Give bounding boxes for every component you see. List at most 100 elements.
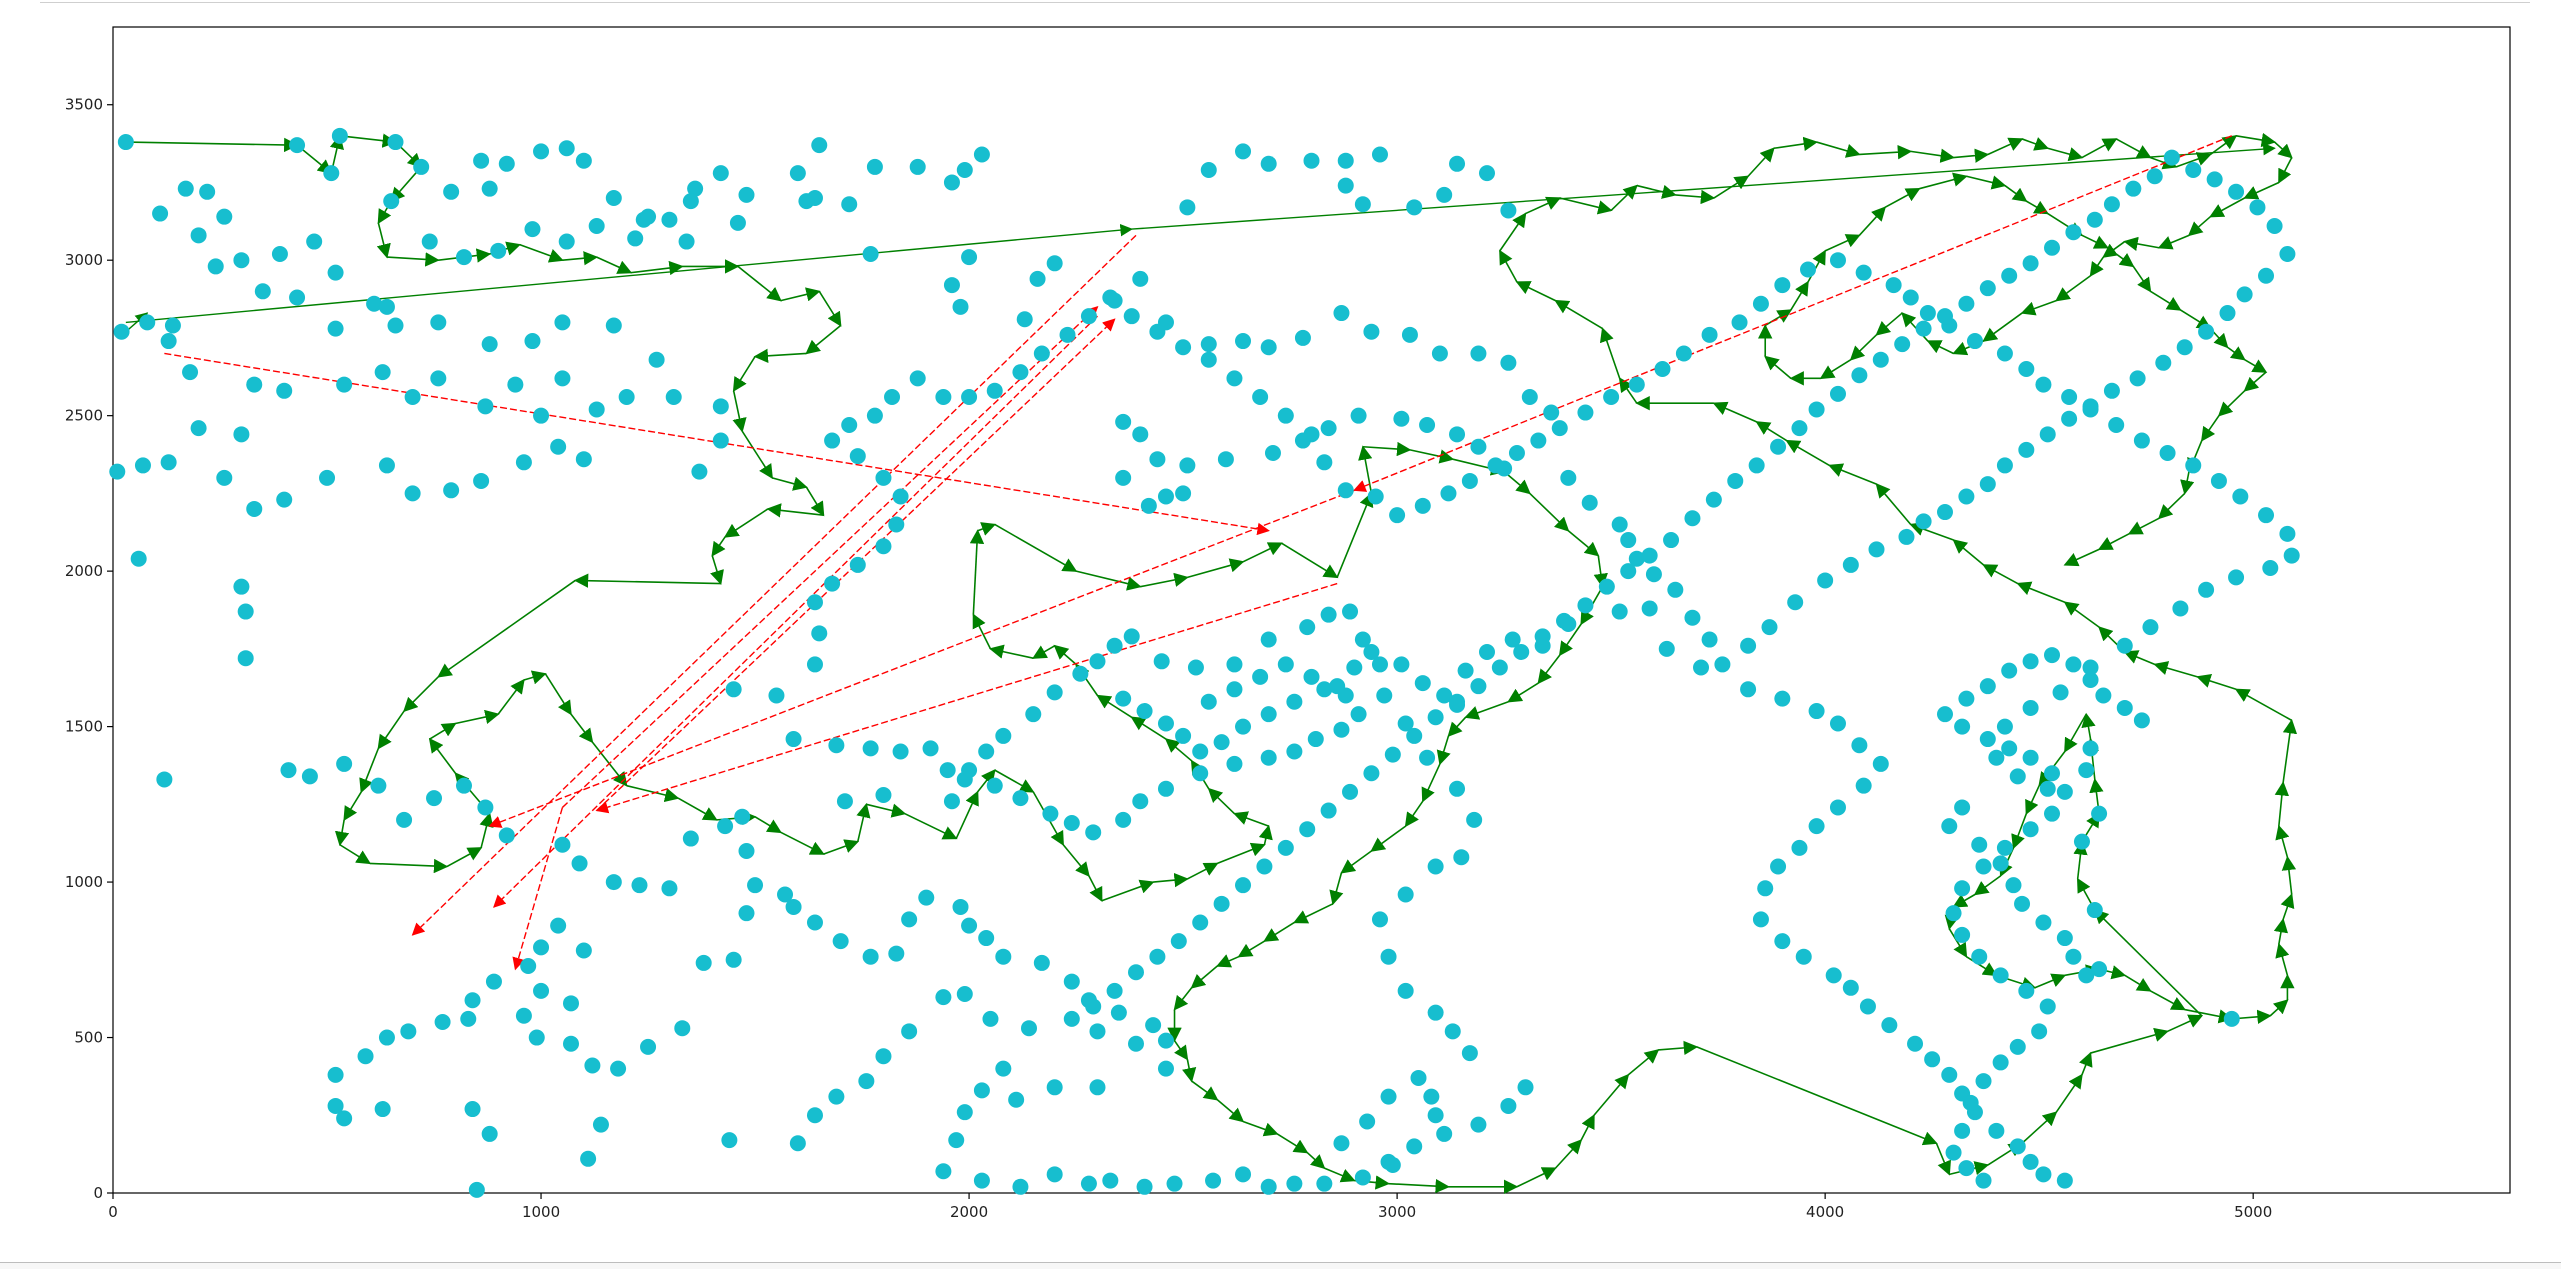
city-node xyxy=(1350,407,1367,424)
tour-edge xyxy=(723,508,769,538)
tour-edge xyxy=(1340,850,1372,874)
tour-edge xyxy=(2150,290,2182,311)
city-node xyxy=(1800,261,1817,278)
city-node xyxy=(1628,550,1645,567)
tour-layer xyxy=(125,132,2298,1194)
tour-edge xyxy=(2064,713,2087,753)
city-node xyxy=(1012,790,1029,807)
tour-edge xyxy=(1952,539,1985,566)
city-node xyxy=(1731,314,1748,331)
city-node xyxy=(1770,858,1787,875)
city-node xyxy=(1427,1004,1444,1021)
city-node xyxy=(1175,727,1192,744)
city-node xyxy=(1175,339,1192,356)
tour-edge xyxy=(1140,572,1189,588)
city-node xyxy=(2044,765,2061,782)
city-node xyxy=(2044,805,2061,822)
city-node xyxy=(2176,339,2193,356)
tour-edge xyxy=(677,797,718,821)
city-node xyxy=(1603,389,1620,406)
city-node xyxy=(1303,668,1320,685)
tour-edge xyxy=(1507,682,1539,703)
tour-edge xyxy=(994,769,1035,793)
city-node xyxy=(156,771,173,788)
city-node xyxy=(1693,659,1710,676)
city-node xyxy=(1667,581,1684,598)
city-node xyxy=(1380,1088,1397,1105)
city-node xyxy=(366,295,383,312)
tour-edge xyxy=(2217,390,2246,417)
city-node xyxy=(2009,1038,2026,1055)
x-tick-label: 3000 xyxy=(1378,1203,1416,1221)
city-node xyxy=(605,874,622,891)
city-node xyxy=(498,827,515,844)
tour-edge xyxy=(429,722,457,740)
city-node xyxy=(2146,168,2163,185)
city-node xyxy=(1042,805,1059,822)
tour-edge xyxy=(2025,785,2040,815)
city-node xyxy=(481,1125,498,1142)
tour-edge xyxy=(2280,893,2295,920)
city-node xyxy=(1389,507,1406,524)
city-node xyxy=(1470,345,1487,362)
city-node xyxy=(550,438,567,455)
tour-edge xyxy=(1190,965,1218,989)
city-node xyxy=(1414,497,1431,514)
city-node xyxy=(327,320,344,337)
city-node xyxy=(2052,684,2069,701)
tour-edge xyxy=(856,802,871,842)
tour-edge xyxy=(753,348,807,363)
tour-edge xyxy=(1875,482,1912,526)
tour-edge xyxy=(2115,138,2152,159)
city-node xyxy=(1110,1004,1127,1021)
city-node xyxy=(1393,656,1410,673)
city-node xyxy=(2155,354,2172,371)
changed-edge xyxy=(493,315,1098,908)
city-node xyxy=(1020,1020,1037,1037)
city-node xyxy=(1988,749,2005,766)
city-node xyxy=(562,1035,579,1052)
city-node xyxy=(978,743,995,760)
city-node xyxy=(1106,292,1123,309)
city-node xyxy=(1286,693,1303,710)
x-tick-label: 5000 xyxy=(2234,1203,2272,1221)
city-node xyxy=(2095,687,2112,704)
tour-edge xyxy=(2011,813,2028,850)
tour-edge xyxy=(1187,862,1219,880)
city-node xyxy=(1556,612,1573,629)
city-node xyxy=(2009,768,2026,785)
city-node xyxy=(789,1135,806,1152)
tour-edge xyxy=(2157,492,2186,520)
city-node xyxy=(404,485,421,502)
city-node xyxy=(1436,1125,1453,1142)
city-node xyxy=(190,227,207,244)
city-node xyxy=(558,140,575,157)
tour-edge xyxy=(1207,787,1236,815)
changed-edge xyxy=(561,305,1099,808)
city-node xyxy=(1128,1035,1145,1052)
city-node xyxy=(160,333,177,350)
tour-edge xyxy=(1599,327,1621,379)
nodes-layer xyxy=(109,127,2300,1198)
city-node xyxy=(327,1097,344,1114)
tour-edge xyxy=(1790,280,1809,311)
city-node xyxy=(2232,488,2249,505)
city-node xyxy=(1962,1094,1979,1111)
tour-edge xyxy=(1336,492,1374,578)
city-node xyxy=(1496,460,1513,477)
city-node xyxy=(485,973,502,990)
city-node xyxy=(378,1029,395,1046)
tour-edge xyxy=(1388,1178,1450,1194)
city-node xyxy=(2065,656,2082,673)
city-node xyxy=(1260,706,1277,723)
tour-edge xyxy=(1554,299,1603,330)
tour-edge xyxy=(780,831,825,855)
city-node xyxy=(2210,472,2227,489)
tour-edge xyxy=(2209,197,2246,218)
city-node xyxy=(1701,631,1718,648)
city-node xyxy=(1881,1017,1898,1034)
city-node xyxy=(2219,305,2236,322)
city-node xyxy=(1795,948,1812,965)
city-node xyxy=(1996,839,2013,856)
city-node xyxy=(841,196,858,213)
